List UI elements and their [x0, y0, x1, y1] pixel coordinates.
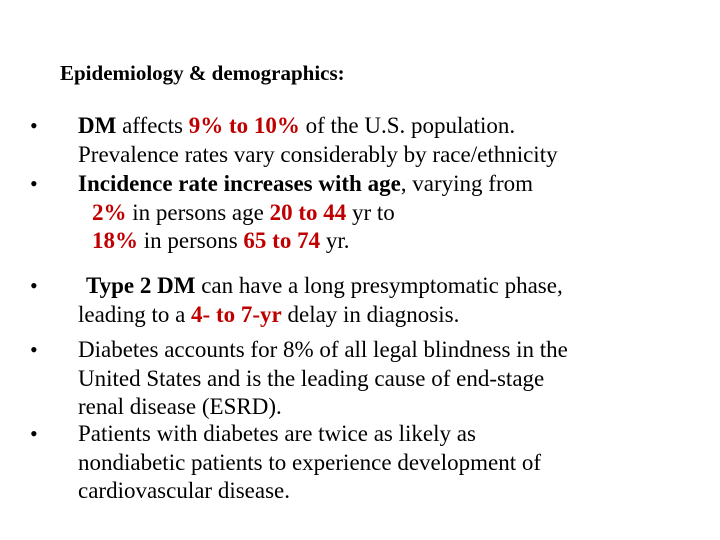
highlight-age-range: 65 to 74: [243, 228, 321, 253]
text-run: , varying from: [400, 171, 534, 196]
highlight-age-range: 20 to 44: [269, 199, 347, 225]
text-run: Prevalence rates vary considerably by ra…: [78, 141, 558, 167]
bullet-line: Type 2 DM can have a long presymptomatic…: [86, 272, 706, 301]
highlight-percent: 2%: [92, 199, 127, 225]
text-run: in persons: [138, 228, 244, 253]
highlight-percent: 9% to 10%: [188, 113, 300, 138]
bullet-text: Type 2 DM can have a long presymptomatic…: [78, 272, 706, 329]
text-run: yr to: [346, 199, 395, 225]
slide-title: Epidemiology & demographics:: [60, 61, 345, 85]
text-run: affects: [116, 113, 189, 138]
highlight-delay: 4- to 7-yr: [191, 301, 282, 327]
bullet-line: 18% in persons 65 to 74 yr.: [78, 227, 698, 256]
text-run: yr.: [320, 228, 350, 253]
bullet-icon: •: [30, 421, 38, 446]
bullet-icon: •: [30, 273, 38, 298]
term-dm: DM: [78, 113, 117, 138]
bullet-line: 2% in persons age 20 to 44 yr to: [78, 199, 698, 228]
bullet-line: DM affects 9% to 10% of the U.S. populat…: [78, 112, 698, 141]
bullet-line: renal disease (ESRD).: [78, 394, 282, 419]
term-type2-dm: Type 2 DM: [86, 273, 196, 298]
text-run: leading to a: [78, 301, 192, 327]
bullet-line: leading to a 4- to 7-yr delay in diagnos…: [78, 301, 706, 330]
text-run: delay in diagnosis.: [281, 301, 460, 327]
bullet-icon: •: [30, 113, 38, 138]
bullet-icon: •: [30, 171, 38, 196]
text-run: of the U.S. population.: [299, 113, 516, 138]
bullet-text: DM affects 9% to 10% of the U.S. populat…: [78, 112, 698, 169]
emphasis-incidence: Incidence rate increases with age: [78, 171, 401, 196]
bullet-icon: •: [30, 337, 38, 362]
bullet-line: cardiovascular disease.: [78, 478, 291, 503]
bullet-text: Diabetes accounts for 8% of all legal bl…: [78, 336, 698, 422]
bullet-text: Incidence rate increases with age, varyi…: [78, 170, 698, 256]
bullet-line: United States and is the leading cause o…: [78, 365, 545, 391]
bullet-line: Prevalence rates vary considerably by ra…: [78, 141, 698, 170]
bullet-text: Patients with diabetes are twice as like…: [78, 420, 698, 506]
bullet-line: Diabetes accounts for 8% of all legal bl…: [78, 337, 568, 362]
text-run: can have a long presymptomatic phase,: [195, 273, 563, 298]
bullet-line: nondiabetic patients to experience devel…: [78, 449, 542, 475]
highlight-percent: 18%: [92, 228, 138, 253]
bullet-line: Incidence rate increases with age, varyi…: [78, 170, 698, 199]
text-run: in persons age: [126, 199, 270, 225]
bullet-line: Patients with diabetes are twice as like…: [78, 421, 476, 446]
